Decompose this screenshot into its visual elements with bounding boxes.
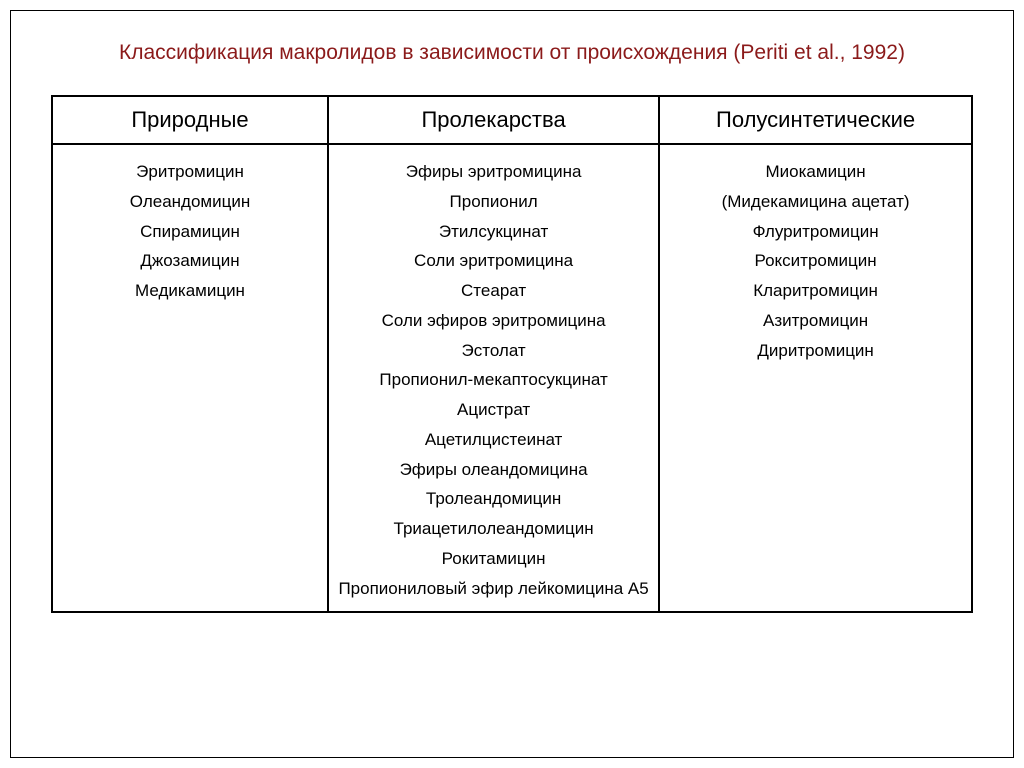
list-item: Олеандомицин — [61, 187, 319, 217]
list-item: Пропионил-мекаптосукцинат — [337, 365, 650, 395]
list-item: Соли эфиров эритромицина — [337, 306, 650, 336]
list-item: Тролеандомицин — [337, 484, 650, 514]
list-item: Рокитамицин — [337, 544, 650, 574]
list-item: Ацистрат — [337, 395, 650, 425]
list-item: Пропионил — [337, 187, 650, 217]
list-item: Эритромицин — [61, 157, 319, 187]
list-item: Медикамицин — [61, 276, 319, 306]
list-item: Ацетилцистеинат — [337, 425, 650, 455]
table-row: ЭритромицинОлеандомицинСпирамицинДжозами… — [52, 144, 972, 612]
list-item: Рокситромицин — [668, 246, 963, 276]
table-header-row: Природные Пролекарства Полусинтетические — [52, 96, 972, 144]
list-item: Эстолат — [337, 336, 650, 366]
list-item: Триацетилолеандомицин — [337, 514, 650, 544]
list-item: Азитромицин — [668, 306, 963, 336]
list-item: Эфиры олеандомицина — [337, 455, 650, 485]
list-item: Диритромицин — [668, 336, 963, 366]
list-item: Стеарат — [337, 276, 650, 306]
list-item: Миокамицин — [668, 157, 963, 187]
list-item: (Мидекамицина ацетат) — [668, 187, 963, 217]
cell-natural: ЭритромицинОлеандомицинСпирамицинДжозами… — [52, 144, 328, 612]
column-header-semisynthetic: Полусинтетические — [659, 96, 972, 144]
cell-semisynthetic: Миокамицин(Мидекамицина ацетат)Флуритром… — [659, 144, 972, 612]
list-item: Эфиры эритромицина — [337, 157, 650, 187]
list-item: Этилсукцинат — [337, 217, 650, 247]
list-item: Флуритромицин — [668, 217, 963, 247]
list-item: Джозамицин — [61, 246, 319, 276]
list-item: Пропиониловый эфир лейкомицина А5 — [337, 574, 650, 604]
cell-prodrugs: Эфиры эритромицинаПропионилЭтилсукцинатС… — [328, 144, 659, 612]
page-title: Классификация макролидов в зависимости о… — [51, 41, 973, 65]
slide-frame: Классификация макролидов в зависимости о… — [10, 10, 1014, 758]
list-item: Соли эритромицина — [337, 246, 650, 276]
classification-table: Природные Пролекарства Полусинтетические… — [51, 95, 973, 613]
column-header-prodrugs: Пролекарства — [328, 96, 659, 144]
list-item: Спирамицин — [61, 217, 319, 247]
column-header-natural: Природные — [52, 96, 328, 144]
list-item: Кларитромицин — [668, 276, 963, 306]
